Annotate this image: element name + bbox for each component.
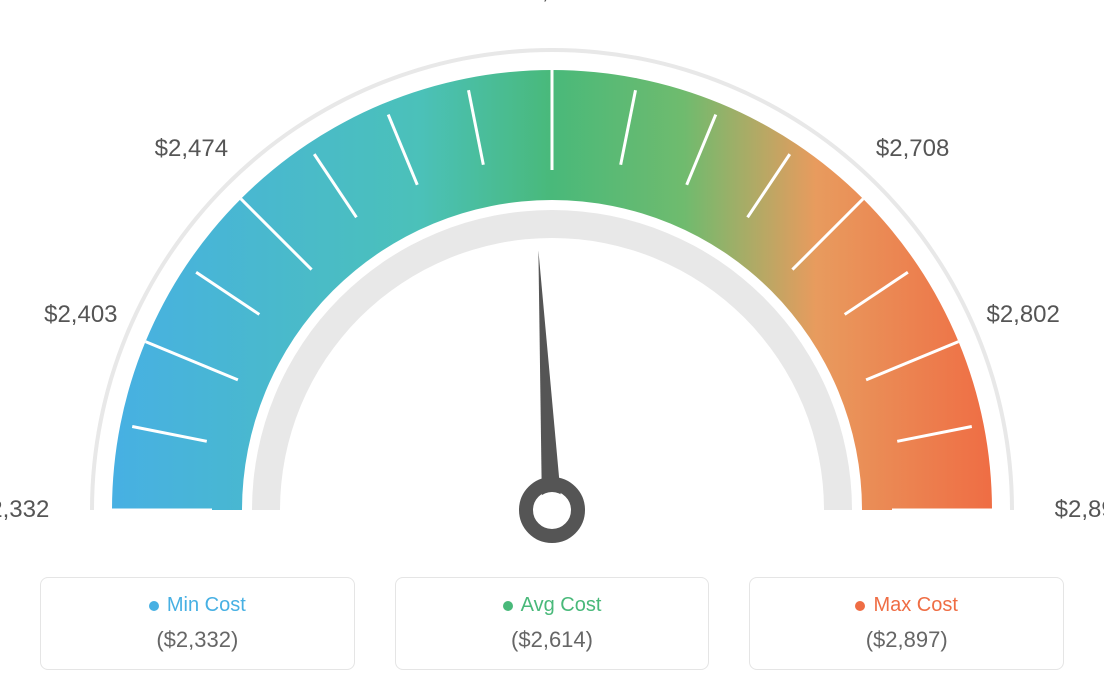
gauge-needle	[538, 250, 562, 510]
gauge-tick-label: $2,474	[155, 135, 228, 163]
legend-title-text: Min Cost	[167, 594, 246, 617]
legend-card: Avg Cost ($2,614)	[395, 577, 710, 670]
gauge-tick-label: $2,802	[986, 301, 1059, 329]
legend-title: Min Cost	[61, 594, 334, 617]
legend-value: ($2,332)	[61, 627, 334, 653]
gauge-chart-container: $2,332 $2,403 $2,474 $2,614 $2,708 $2,802 $2,8…	[0, 0, 1104, 690]
legend-card: Min Cost ($2,332)	[40, 577, 355, 670]
legend-value: ($2,614)	[416, 627, 689, 653]
gauge-tick-label: $2,708	[876, 135, 949, 163]
needle-hub-inner	[534, 492, 570, 528]
legend-title: Max Cost	[770, 594, 1043, 617]
gauge-area: $2,332 $2,403 $2,474 $2,614 $2,708 $2,802 $2,8…	[0, 0, 1104, 560]
gauge-tick-label: $2,332	[0, 496, 49, 524]
gauge-tick-label: $2,403	[44, 301, 117, 329]
legend-title-text: Avg Cost	[521, 594, 602, 617]
legend-value: ($2,897)	[770, 627, 1043, 653]
legend-dot-icon	[855, 601, 865, 611]
legend-dot-icon	[503, 601, 513, 611]
legend-row: Min Cost ($2,332) Avg Cost ($2,614) Max Cost…	[0, 577, 1104, 670]
legend-title-text: Max Cost	[873, 594, 957, 617]
gauge-tick-label: $2,614	[515, 0, 588, 6]
gauge-tick-label: $2,897	[1055, 496, 1104, 524]
legend-card: Max Cost ($2,897)	[749, 577, 1064, 670]
legend-dot-icon	[149, 601, 159, 611]
legend-title: Avg Cost	[416, 594, 689, 617]
gauge-svg	[0, 30, 1104, 590]
